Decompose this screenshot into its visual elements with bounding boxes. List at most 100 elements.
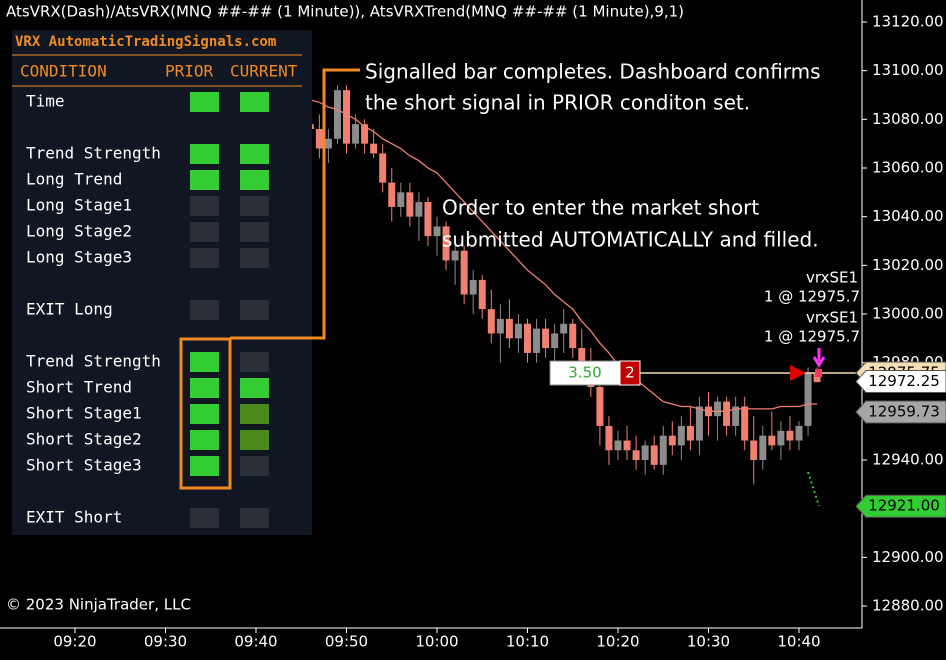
header: CONDITION [20, 62, 107, 81]
candle-body [650, 445, 658, 465]
candle-body [750, 440, 758, 460]
price-marker [855, 400, 946, 424]
y-tick-label: 13100.00 [872, 61, 944, 79]
order-qty-box [619, 360, 641, 386]
condition-label: Time [26, 92, 65, 111]
current-status [240, 248, 269, 268]
candle-body [813, 372, 821, 383]
candle-body [451, 250, 459, 261]
candle-body [505, 318, 513, 339]
prior-status [190, 300, 219, 320]
candle-body [641, 445, 649, 460]
candle-body [578, 348, 586, 363]
prior-status [190, 196, 219, 216]
candle-body [460, 250, 468, 295]
candle-body [524, 323, 531, 353]
x-tick-label: 10:00 [415, 633, 458, 651]
chart-title: AtsVRX(Dash)/AtsVRX(MNQ ##-## (1 Minute)… [6, 3, 684, 21]
condition-label: Long Stage3 [26, 248, 132, 267]
candle-body [786, 430, 794, 441]
prior-status [190, 378, 219, 398]
candle-body [388, 182, 396, 207]
candle-body [469, 279, 477, 295]
dashboard-title: VRX AutomaticTradingSignals.com [15, 34, 276, 50]
condition-label: Short Stage2 [26, 430, 142, 449]
candle-body [741, 406, 749, 441]
candle-body [551, 333, 559, 349]
y-tick-label: 13060.00 [872, 159, 944, 177]
prior-status [190, 508, 219, 528]
candle-body [768, 435, 776, 446]
annotation: Signalled bar completes. Dashboard confi… [365, 60, 821, 84]
prior-status [190, 430, 219, 450]
candle-body [478, 279, 486, 310]
candle-body [424, 202, 432, 237]
y-tick-label: 13020.00 [872, 256, 944, 274]
candle-body [759, 435, 767, 460]
candle-body [795, 425, 803, 441]
candle-body [496, 318, 504, 334]
current-status [240, 508, 269, 528]
condition-label: Short Stage1 [26, 404, 142, 423]
candle-body [333, 90, 341, 139]
prior-status [190, 92, 219, 112]
x-tick-label: 10:30 [687, 633, 730, 651]
annotation: Order to enter the market short [442, 196, 759, 220]
price-marker [855, 370, 946, 394]
annotation: the short signal in PRIOR conditon set. [365, 91, 750, 115]
order-price: 3.50 [568, 364, 601, 382]
candle-body [514, 323, 522, 339]
prior-status [190, 170, 219, 190]
candle-body [315, 129, 323, 149]
prior-status [190, 404, 219, 424]
candle-body [370, 143, 378, 154]
candle-body [397, 192, 405, 207]
x-tick-label: 10:20 [596, 633, 639, 651]
condition-label: Long Stage1 [26, 196, 132, 215]
condition-label: Trend Strength [26, 352, 161, 371]
current-status [240, 352, 269, 372]
stop-line [807, 471, 820, 507]
candle-body [487, 309, 495, 334]
dashboard-panel [12, 30, 312, 535]
execution-name: vrxSE1 [806, 309, 858, 327]
trend-line [255, 79, 818, 412]
current-status [240, 144, 269, 164]
candle-body [677, 425, 685, 446]
candle-body [406, 192, 414, 217]
current-status [240, 92, 269, 112]
prior-status [190, 144, 219, 164]
condition-label: Long Stage2 [26, 222, 132, 241]
candle-body [596, 387, 604, 426]
current-status [240, 170, 269, 190]
execution-text: 1 @ 12975.7 [764, 328, 860, 346]
candle-body [433, 226, 441, 237]
current-status [240, 196, 269, 216]
candle-body [352, 124, 360, 144]
candle-body [632, 450, 640, 460]
y-tick-label: 13000.00 [872, 305, 944, 323]
price-marker-label: 12972.25 [868, 372, 940, 390]
x-tick-label: 09:50 [325, 633, 368, 651]
candle-body [605, 425, 613, 451]
header: CURRENT [230, 62, 298, 81]
candle-body [659, 435, 667, 465]
current-status [240, 300, 269, 320]
y-tick-label: 12880.00 [872, 597, 944, 615]
candle-body [324, 138, 332, 149]
callout-line [230, 68, 360, 340]
order-qty: 2 [625, 364, 635, 382]
candle-body [777, 430, 785, 446]
condition-label: Long Trend [26, 170, 122, 189]
dashboard: VRX AutomaticTradingSignals.com CONDITIO… [12, 30, 312, 535]
x-tick-label: 09:20 [53, 633, 96, 651]
y-tick-label: 13120.00 [872, 13, 944, 31]
signal-arrow [812, 348, 826, 368]
condition-label: EXIT Short [26, 508, 122, 527]
entry-marker [790, 365, 806, 382]
price-marker-label: 12959.73 [868, 402, 940, 420]
candle-body [379, 153, 387, 183]
candle-body [415, 202, 423, 217]
